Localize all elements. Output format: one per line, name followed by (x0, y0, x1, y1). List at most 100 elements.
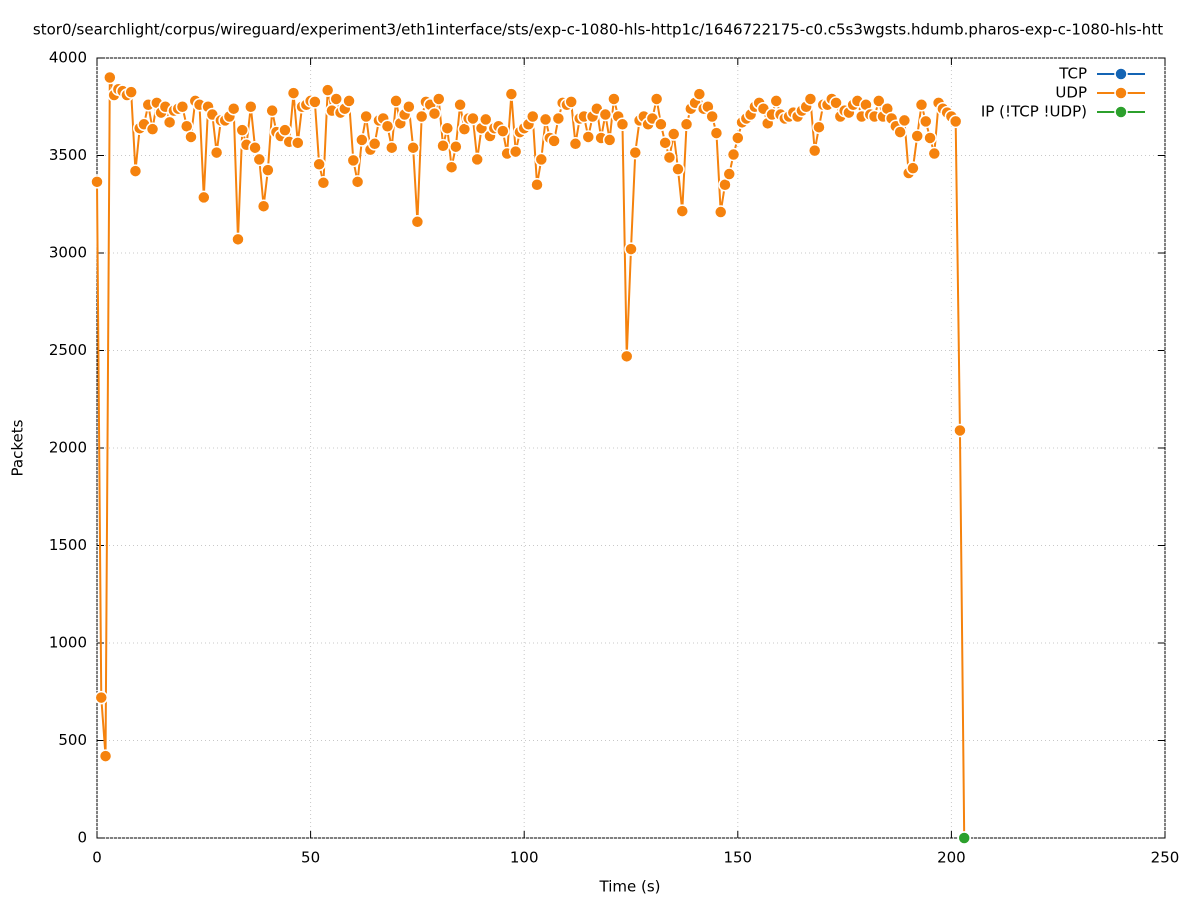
data-point (619, 349, 634, 364)
data-point (598, 107, 613, 122)
data-point (359, 109, 373, 124)
data-point (547, 134, 561, 148)
data-point (666, 127, 681, 141)
data-point (602, 133, 617, 147)
legend-marker (1114, 67, 1128, 81)
data-point (692, 87, 707, 101)
data-point (128, 164, 143, 178)
data-point (927, 146, 942, 161)
data-point (893, 125, 907, 139)
data-point (103, 70, 117, 85)
data-point (470, 152, 484, 167)
data-point (919, 114, 933, 129)
data-point (709, 126, 724, 140)
data-point (658, 136, 672, 150)
data-point (671, 162, 685, 176)
data-point (197, 190, 211, 205)
data-point (209, 145, 224, 160)
data-point (675, 204, 690, 218)
y-tick-label: 2000 (49, 439, 87, 457)
y-tick-label: 0 (77, 829, 87, 847)
data-point (402, 100, 416, 114)
data-point (649, 92, 664, 106)
data-point (265, 103, 279, 118)
x-tick-label: 250 (1151, 849, 1180, 867)
data-point (98, 749, 113, 763)
data-point (162, 115, 177, 130)
data-point (581, 130, 596, 144)
data-point (440, 121, 455, 135)
data-point (525, 109, 540, 124)
data-point (628, 145, 643, 160)
data-point (226, 101, 241, 116)
data-point (534, 152, 549, 167)
data-point (504, 87, 519, 101)
data-point (308, 95, 322, 109)
data-point (897, 113, 912, 128)
data-point (662, 150, 677, 165)
data-point (256, 199, 271, 213)
data-point (342, 94, 356, 108)
data-point (248, 140, 262, 155)
data-point (90, 175, 104, 189)
data-point (449, 139, 463, 154)
y-tick-label: 4000 (49, 49, 87, 67)
data-point (286, 86, 301, 100)
data-point (615, 117, 630, 132)
data-point (175, 100, 190, 114)
data-point (410, 215, 425, 229)
x-tick-label: 100 (510, 849, 539, 867)
data-point (414, 109, 429, 124)
data-point (769, 94, 783, 108)
data-point (807, 143, 822, 158)
y-axis-label: Packets (9, 419, 27, 476)
data-point (957, 831, 971, 845)
data-point (235, 123, 249, 137)
data-point (406, 140, 420, 155)
y-tick-label: 500 (58, 731, 87, 749)
data-point (872, 94, 886, 108)
legend-marker (1114, 86, 1128, 100)
data-point (380, 119, 395, 133)
data-point (906, 161, 920, 175)
data-point (350, 175, 365, 189)
data-point (329, 92, 343, 106)
y-tick-label: 2500 (49, 341, 87, 359)
data-point (910, 129, 924, 143)
data-point (812, 120, 826, 134)
data-point (679, 117, 694, 132)
data-point (829, 96, 843, 110)
data-point (705, 109, 719, 124)
series-line (96, 77, 966, 839)
data-point (320, 83, 335, 97)
data-point (94, 690, 109, 705)
data-point (291, 136, 305, 150)
data-point (568, 137, 583, 151)
chart-title: stor0/searchlight/corpus/wireguard/exper… (33, 21, 1163, 39)
data-point (312, 157, 326, 172)
data-point (432, 92, 446, 106)
data-point (654, 117, 668, 132)
data-point (367, 137, 382, 151)
data-point (346, 153, 361, 168)
data-point (803, 92, 818, 106)
data-point (726, 147, 741, 162)
x-tick-label: 150 (723, 849, 752, 867)
data-point (948, 114, 963, 129)
x-axis-label: Time (s) (599, 878, 661, 896)
legend-marker (1114, 105, 1128, 119)
data-point (145, 122, 160, 136)
data-point (914, 98, 929, 112)
data-point (722, 167, 737, 181)
data-point (244, 100, 258, 114)
data-point (923, 131, 937, 145)
data-point (953, 423, 967, 438)
data-point (231, 232, 245, 247)
data-point (624, 242, 638, 256)
data-point (385, 140, 399, 155)
y-tick-label: 1500 (49, 536, 87, 554)
data-point (551, 111, 566, 126)
data-point (427, 106, 442, 121)
x-tick-label: 0 (92, 849, 102, 867)
